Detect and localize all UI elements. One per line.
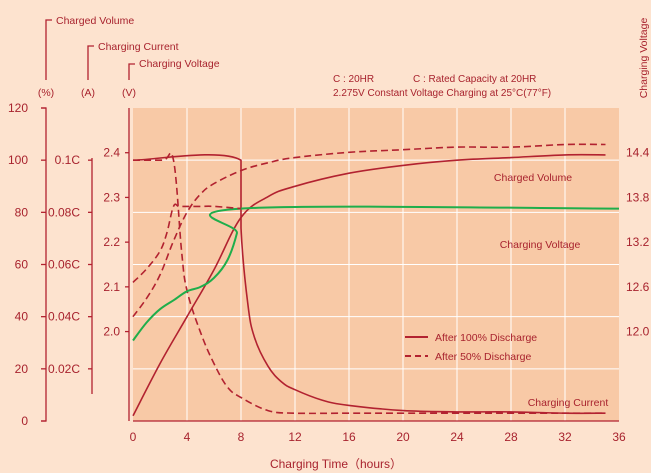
x-tick-0: 0 — [130, 430, 137, 444]
note-rated-capacity: C : Rated Capacity at 20HR — [413, 74, 536, 85]
current-tick-0.06C: 0.06C — [48, 258, 80, 272]
percent-tick-40: 40 — [15, 310, 29, 324]
battery-voltage-tick-12.6: 12.6 — [626, 280, 650, 294]
note-charging-condition: 2.275V Constant Voltage Charging at 25°C… — [333, 88, 551, 99]
current-tick-0.08C: 0.08C — [48, 205, 80, 219]
series-line-voltage-solid — [132, 205, 620, 342]
legend-dashed-label: After 50% Discharge — [435, 351, 531, 363]
series-line-voltage-dashed — [132, 203, 242, 283]
x-tick-20: 20 — [396, 430, 410, 444]
unit-ampere: (A) — [81, 87, 95, 99]
x-axis-label: Charging Time（hours） — [270, 457, 402, 471]
series-line-current-solid — [132, 154, 606, 415]
legend-solid-label: After 100% Discharge — [435, 332, 537, 344]
series-line-current-dashed — [133, 152, 606, 415]
current-tick-0.04C: 0.04C — [48, 310, 80, 324]
x-tick-32: 32 — [558, 430, 572, 444]
cell-voltage-tick-2.0: 2.0 — [103, 325, 120, 339]
charging-current-header: Charging Current — [98, 41, 179, 53]
right-axis-label: Charging Voltage — [638, 18, 650, 99]
series-line-volume-dashed — [132, 143, 606, 318]
x-tick-36: 36 — [612, 430, 626, 444]
x-tick-4: 4 — [184, 430, 191, 444]
charged-volume-header: Charged Volume — [56, 15, 134, 27]
axis-header-brackets — [45, 19, 135, 80]
y-tick-labels: 120 100 80 60 40 20 0 0.1C 0.08C 0.06C 0.04C 0.02C 2… — [8, 101, 650, 428]
charging-voltage-header: Charging Voltage — [139, 58, 220, 70]
charging-current-bracket — [87, 45, 94, 80]
percent-tick-120: 120 — [8, 101, 28, 115]
percent-tick-80: 80 — [15, 205, 29, 219]
cell-voltage-tick-2.1: 2.1 — [103, 280, 120, 294]
x-tick-labels: 0 4 8 12 16 20 24 28 32 36 — [130, 430, 626, 444]
battery-voltage-tick-13.8: 13.8 — [626, 190, 650, 204]
percent-tick-0: 0 — [21, 414, 28, 428]
cell-voltage-tick-2.3: 2.3 — [103, 190, 120, 204]
x-tick-16: 16 — [342, 430, 356, 444]
unit-percent: (%) — [38, 87, 54, 99]
charging-current-series-label: Charging Current — [528, 397, 609, 409]
charged-volume-bracket — [45, 19, 52, 80]
charged-volume-series-label: Charged Volume — [494, 172, 572, 184]
charging-voltage-bracket — [128, 63, 135, 80]
series-line-volume-solid — [132, 153, 606, 417]
battery-voltage-tick-12.0: 12.0 — [626, 325, 650, 339]
percent-tick-100: 100 — [8, 153, 28, 167]
legend: After 100% Discharge After 50% Discharge — [405, 332, 537, 363]
cell-voltage-tick-2.2: 2.2 — [103, 235, 120, 249]
note-c-20hr: C : 20HR — [333, 74, 374, 85]
battery-voltage-tick-13.2: 13.2 — [626, 235, 650, 249]
unit-volt: (V) — [122, 87, 136, 99]
cell-voltage-tick-2.4: 2.4 — [103, 146, 120, 160]
charging-voltage-series-label: Charging Voltage — [500, 239, 581, 251]
current-tick-0.1C: 0.1C — [55, 153, 81, 167]
battery-voltage-tick-14.4: 14.4 — [626, 146, 650, 160]
x-tick-12: 12 — [288, 430, 302, 444]
percent-tick-60: 60 — [15, 258, 29, 272]
percent-tick-20: 20 — [15, 362, 29, 376]
x-tick-24: 24 — [450, 430, 464, 444]
current-tick-0.02C: 0.02C — [48, 362, 80, 376]
x-tick-28: 28 — [504, 430, 518, 444]
series-lines — [132, 143, 620, 417]
x-tick-8: 8 — [238, 430, 245, 444]
